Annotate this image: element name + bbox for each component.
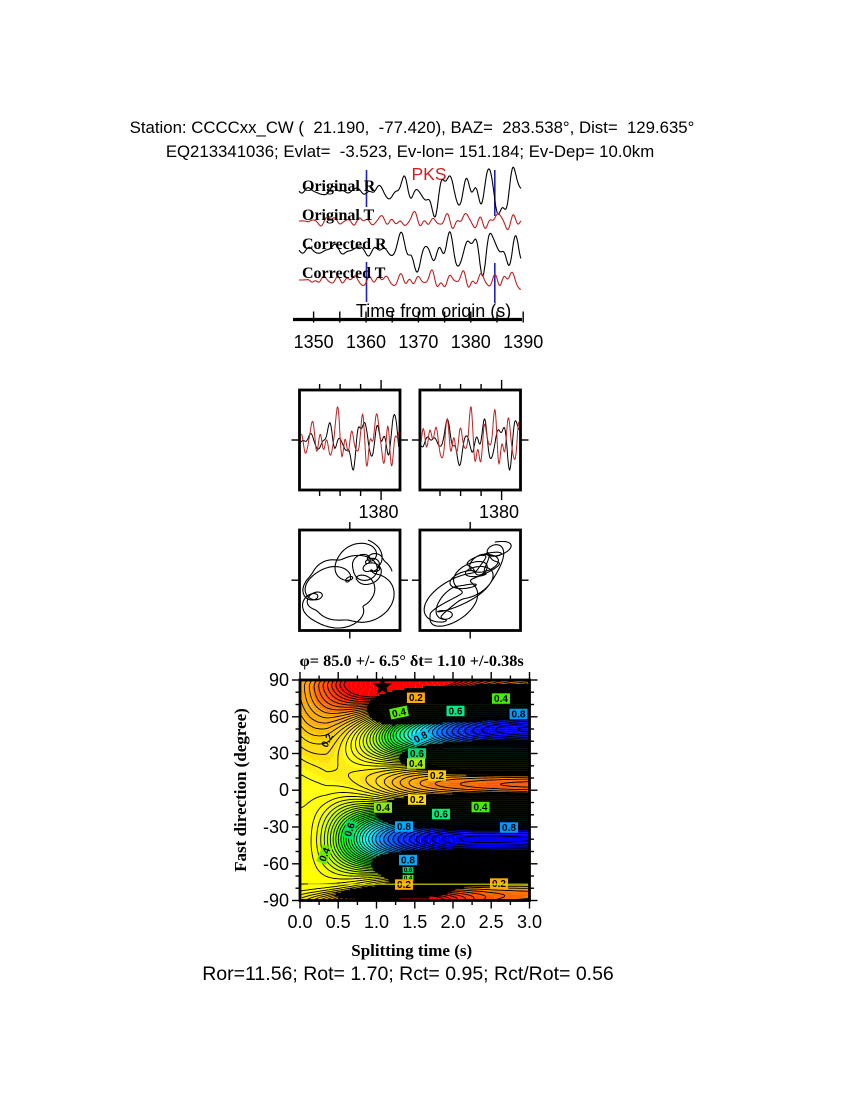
svg-text:PKS: PKS (411, 164, 446, 184)
svg-text:30: 30 (269, 744, 289, 764)
svg-text:0.6: 0.6 (404, 868, 413, 874)
svg-text:0.5: 0.5 (326, 912, 351, 932)
svg-text:Station: CCCCxx_CW ( 21.190,: Station: CCCCxx_CW ( 21.190, -77.420), B… (130, 118, 695, 137)
svg-text:0.2: 0.2 (430, 771, 444, 782)
svg-text:Corrected T: Corrected T (302, 265, 386, 282)
svg-text:0.6: 0.6 (434, 810, 448, 821)
svg-text:2.5: 2.5 (479, 912, 504, 932)
svg-text:1.0: 1.0 (364, 912, 389, 932)
svg-text:-30: -30 (263, 817, 289, 837)
svg-text:Time from origin (s): Time from origin (s) (356, 301, 511, 321)
svg-text:0.6: 0.6 (343, 821, 358, 838)
svg-text:0.4: 0.4 (494, 694, 508, 705)
svg-text:-60: -60 (263, 854, 289, 874)
svg-text:Ror=11.56; Rot= 1.70; Rct= 0.9: Ror=11.56; Rot= 1.70; Rct= 0.95; Rct/Rot… (202, 963, 614, 985)
svg-text:0.4: 0.4 (376, 803, 390, 814)
svg-text:3.0: 3.0 (517, 912, 542, 932)
svg-text:EQ213341036; Evlat= -3.523, E: EQ213341036; Evlat= -3.523, Ev-lon= 151.… (166, 142, 654, 161)
svg-text:0.4: 0.4 (391, 707, 407, 721)
svg-text:0.8: 0.8 (502, 823, 516, 834)
svg-text:1380: 1380 (479, 502, 519, 522)
svg-text:Splitting time (s): Splitting time (s) (351, 941, 472, 960)
svg-text:0.4: 0.4 (404, 876, 413, 882)
svg-text:1380: 1380 (451, 332, 491, 352)
svg-text:0.0: 0.0 (287, 912, 312, 932)
svg-text:1.5: 1.5 (402, 912, 427, 932)
svg-text:1350: 1350 (294, 332, 334, 352)
svg-text:0.6: 0.6 (410, 749, 424, 760)
svg-text:0.2: 0.2 (397, 880, 411, 891)
svg-text:0.4: 0.4 (474, 803, 488, 814)
svg-text:1380: 1380 (358, 502, 398, 522)
svg-text:0.2: 0.2 (409, 693, 423, 704)
svg-text:0.4: 0.4 (409, 759, 423, 770)
svg-text:Original T: Original T (302, 207, 374, 224)
svg-text:0.8: 0.8 (401, 856, 415, 867)
svg-text:0.8: 0.8 (512, 710, 526, 721)
svg-text:Corrected R: Corrected R (302, 236, 387, 253)
svg-text:φ= 85.0 +/- 6.5° δt= 1.10 +/-0: φ= 85.0 +/- 6.5° δt= 1.10 +/-0.38s (300, 651, 524, 670)
svg-text:0.2: 0.2 (410, 795, 424, 806)
svg-text:90: 90 (269, 670, 289, 690)
svg-text:-90: -90 (263, 891, 289, 911)
svg-text:2.0: 2.0 (440, 912, 465, 932)
svg-text:0.6: 0.6 (449, 706, 463, 717)
svg-text:1360: 1360 (346, 332, 386, 352)
svg-text:1390: 1390 (503, 332, 543, 352)
svg-text:Fast direction (degree): Fast direction (degree) (231, 708, 250, 872)
svg-text:60: 60 (269, 707, 289, 727)
svg-text:Original R: Original R (302, 178, 376, 195)
svg-text:0.8: 0.8 (397, 822, 411, 833)
svg-text:0.4: 0.4 (318, 846, 334, 863)
svg-text:0: 0 (279, 780, 289, 800)
svg-text:1370: 1370 (398, 332, 438, 352)
